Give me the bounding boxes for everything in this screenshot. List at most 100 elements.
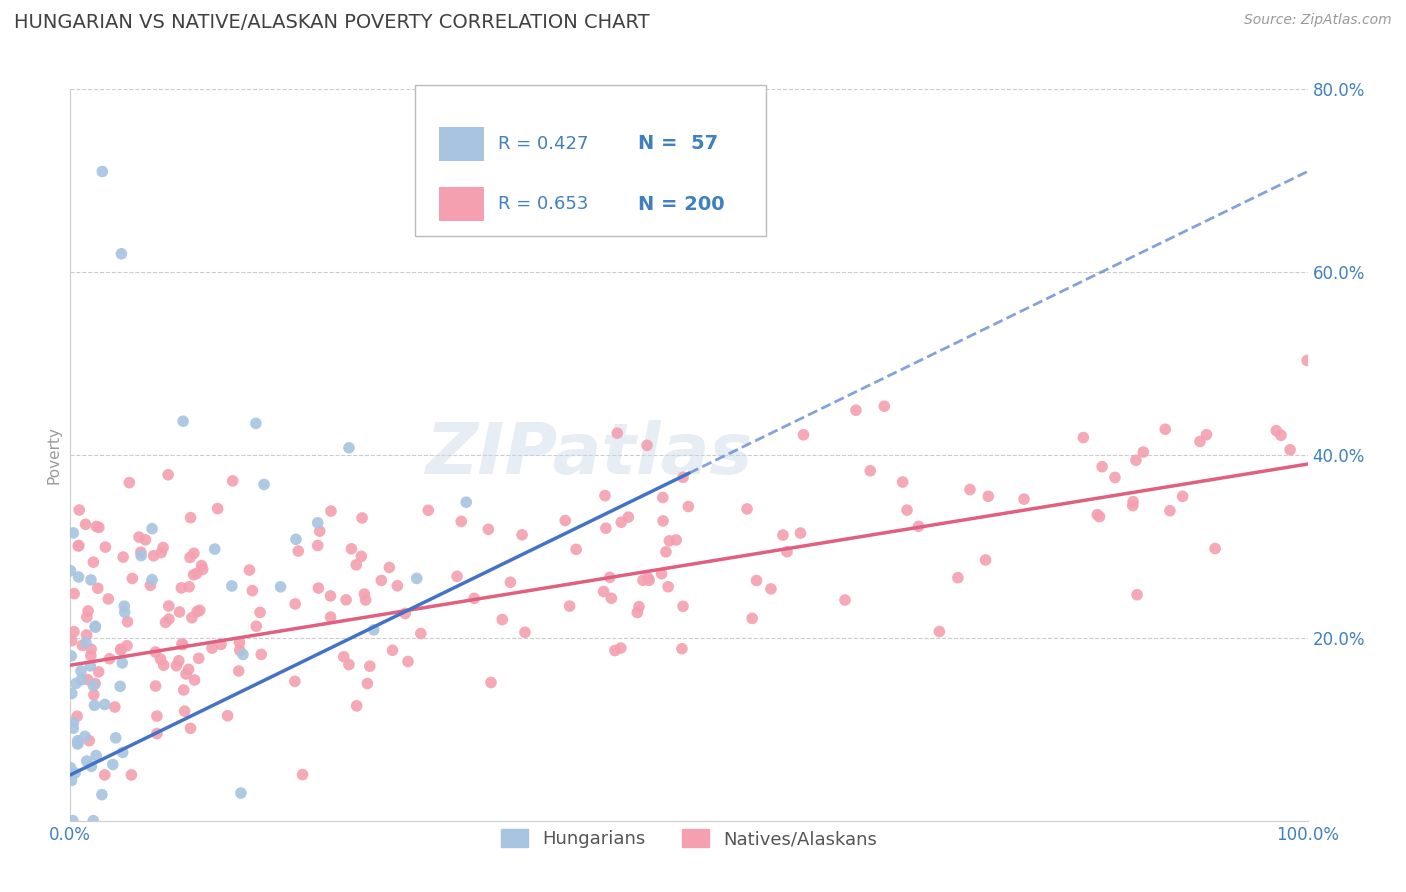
Point xyxy=(1154,422,1177,436)
Point xyxy=(1279,442,1302,457)
Point xyxy=(240,583,263,598)
Point xyxy=(142,549,165,563)
Text: R = 0.653: R = 0.653 xyxy=(498,195,588,213)
Point xyxy=(284,674,307,689)
Point xyxy=(139,578,162,592)
Point xyxy=(62,721,84,735)
Point xyxy=(346,698,368,713)
Point xyxy=(759,582,782,596)
Point xyxy=(238,563,260,577)
Point xyxy=(245,619,267,633)
Point xyxy=(287,544,309,558)
Point xyxy=(228,664,250,678)
Point xyxy=(636,438,658,452)
Point xyxy=(891,475,914,489)
Point xyxy=(672,599,695,614)
Point xyxy=(76,610,98,624)
Point xyxy=(114,605,136,619)
Point xyxy=(120,768,142,782)
Point xyxy=(603,643,626,657)
Point xyxy=(84,748,107,763)
Point xyxy=(82,555,104,569)
Point xyxy=(834,593,856,607)
Point xyxy=(565,542,588,557)
Point xyxy=(1091,459,1114,474)
Point xyxy=(204,542,226,557)
Point xyxy=(179,550,201,565)
Point xyxy=(946,571,969,585)
Point xyxy=(446,569,468,583)
Point xyxy=(513,625,536,640)
Point xyxy=(152,658,174,673)
Point xyxy=(250,648,273,662)
Point xyxy=(370,574,392,588)
Point xyxy=(112,599,135,614)
Point xyxy=(82,814,104,828)
Point xyxy=(82,679,104,693)
Point xyxy=(77,733,100,747)
Point xyxy=(974,553,997,567)
Point xyxy=(177,662,200,676)
Text: N = 200: N = 200 xyxy=(638,194,725,214)
Point xyxy=(145,645,167,659)
Point xyxy=(1122,494,1144,508)
Point xyxy=(112,550,135,565)
Point xyxy=(98,652,121,666)
Point xyxy=(450,515,472,529)
Point xyxy=(146,726,169,740)
Point xyxy=(149,652,172,666)
Point xyxy=(350,549,373,564)
Point xyxy=(859,464,882,478)
Point xyxy=(80,573,103,587)
Point xyxy=(72,638,94,652)
Point xyxy=(510,528,533,542)
Point xyxy=(76,628,98,642)
Point xyxy=(896,503,918,517)
Point xyxy=(86,519,108,533)
Point xyxy=(87,665,110,679)
Point xyxy=(65,676,87,690)
Point xyxy=(359,659,381,673)
Point xyxy=(1265,424,1288,438)
Point xyxy=(84,676,107,690)
Point xyxy=(637,571,659,585)
Point xyxy=(873,399,896,413)
Point xyxy=(228,635,250,649)
Point xyxy=(169,605,191,619)
Point xyxy=(387,579,409,593)
Point xyxy=(221,579,243,593)
Point xyxy=(221,474,243,488)
Point xyxy=(183,567,205,582)
Point xyxy=(354,593,377,607)
Point xyxy=(741,611,763,625)
Point xyxy=(173,704,195,718)
Point xyxy=(152,541,174,555)
Point xyxy=(308,524,330,538)
Y-axis label: Poverty: Poverty xyxy=(46,425,62,484)
Point xyxy=(188,603,211,617)
Point xyxy=(110,642,132,657)
Point xyxy=(60,686,83,700)
Point xyxy=(84,619,107,633)
Point xyxy=(87,581,110,595)
Point xyxy=(94,698,117,712)
Point xyxy=(658,533,681,548)
Point xyxy=(207,501,229,516)
Point xyxy=(118,475,141,490)
Point xyxy=(101,757,124,772)
Point xyxy=(115,639,138,653)
Point xyxy=(479,675,502,690)
Point xyxy=(172,414,194,428)
Point xyxy=(232,648,254,662)
Point xyxy=(70,673,93,687)
Point xyxy=(66,734,89,748)
Point xyxy=(335,593,357,607)
Point xyxy=(62,715,84,730)
Point xyxy=(1132,445,1154,459)
Point xyxy=(319,504,342,518)
Point xyxy=(229,643,252,657)
Point xyxy=(209,637,232,651)
Point xyxy=(340,541,363,556)
Point xyxy=(174,667,197,681)
Point xyxy=(356,676,378,690)
